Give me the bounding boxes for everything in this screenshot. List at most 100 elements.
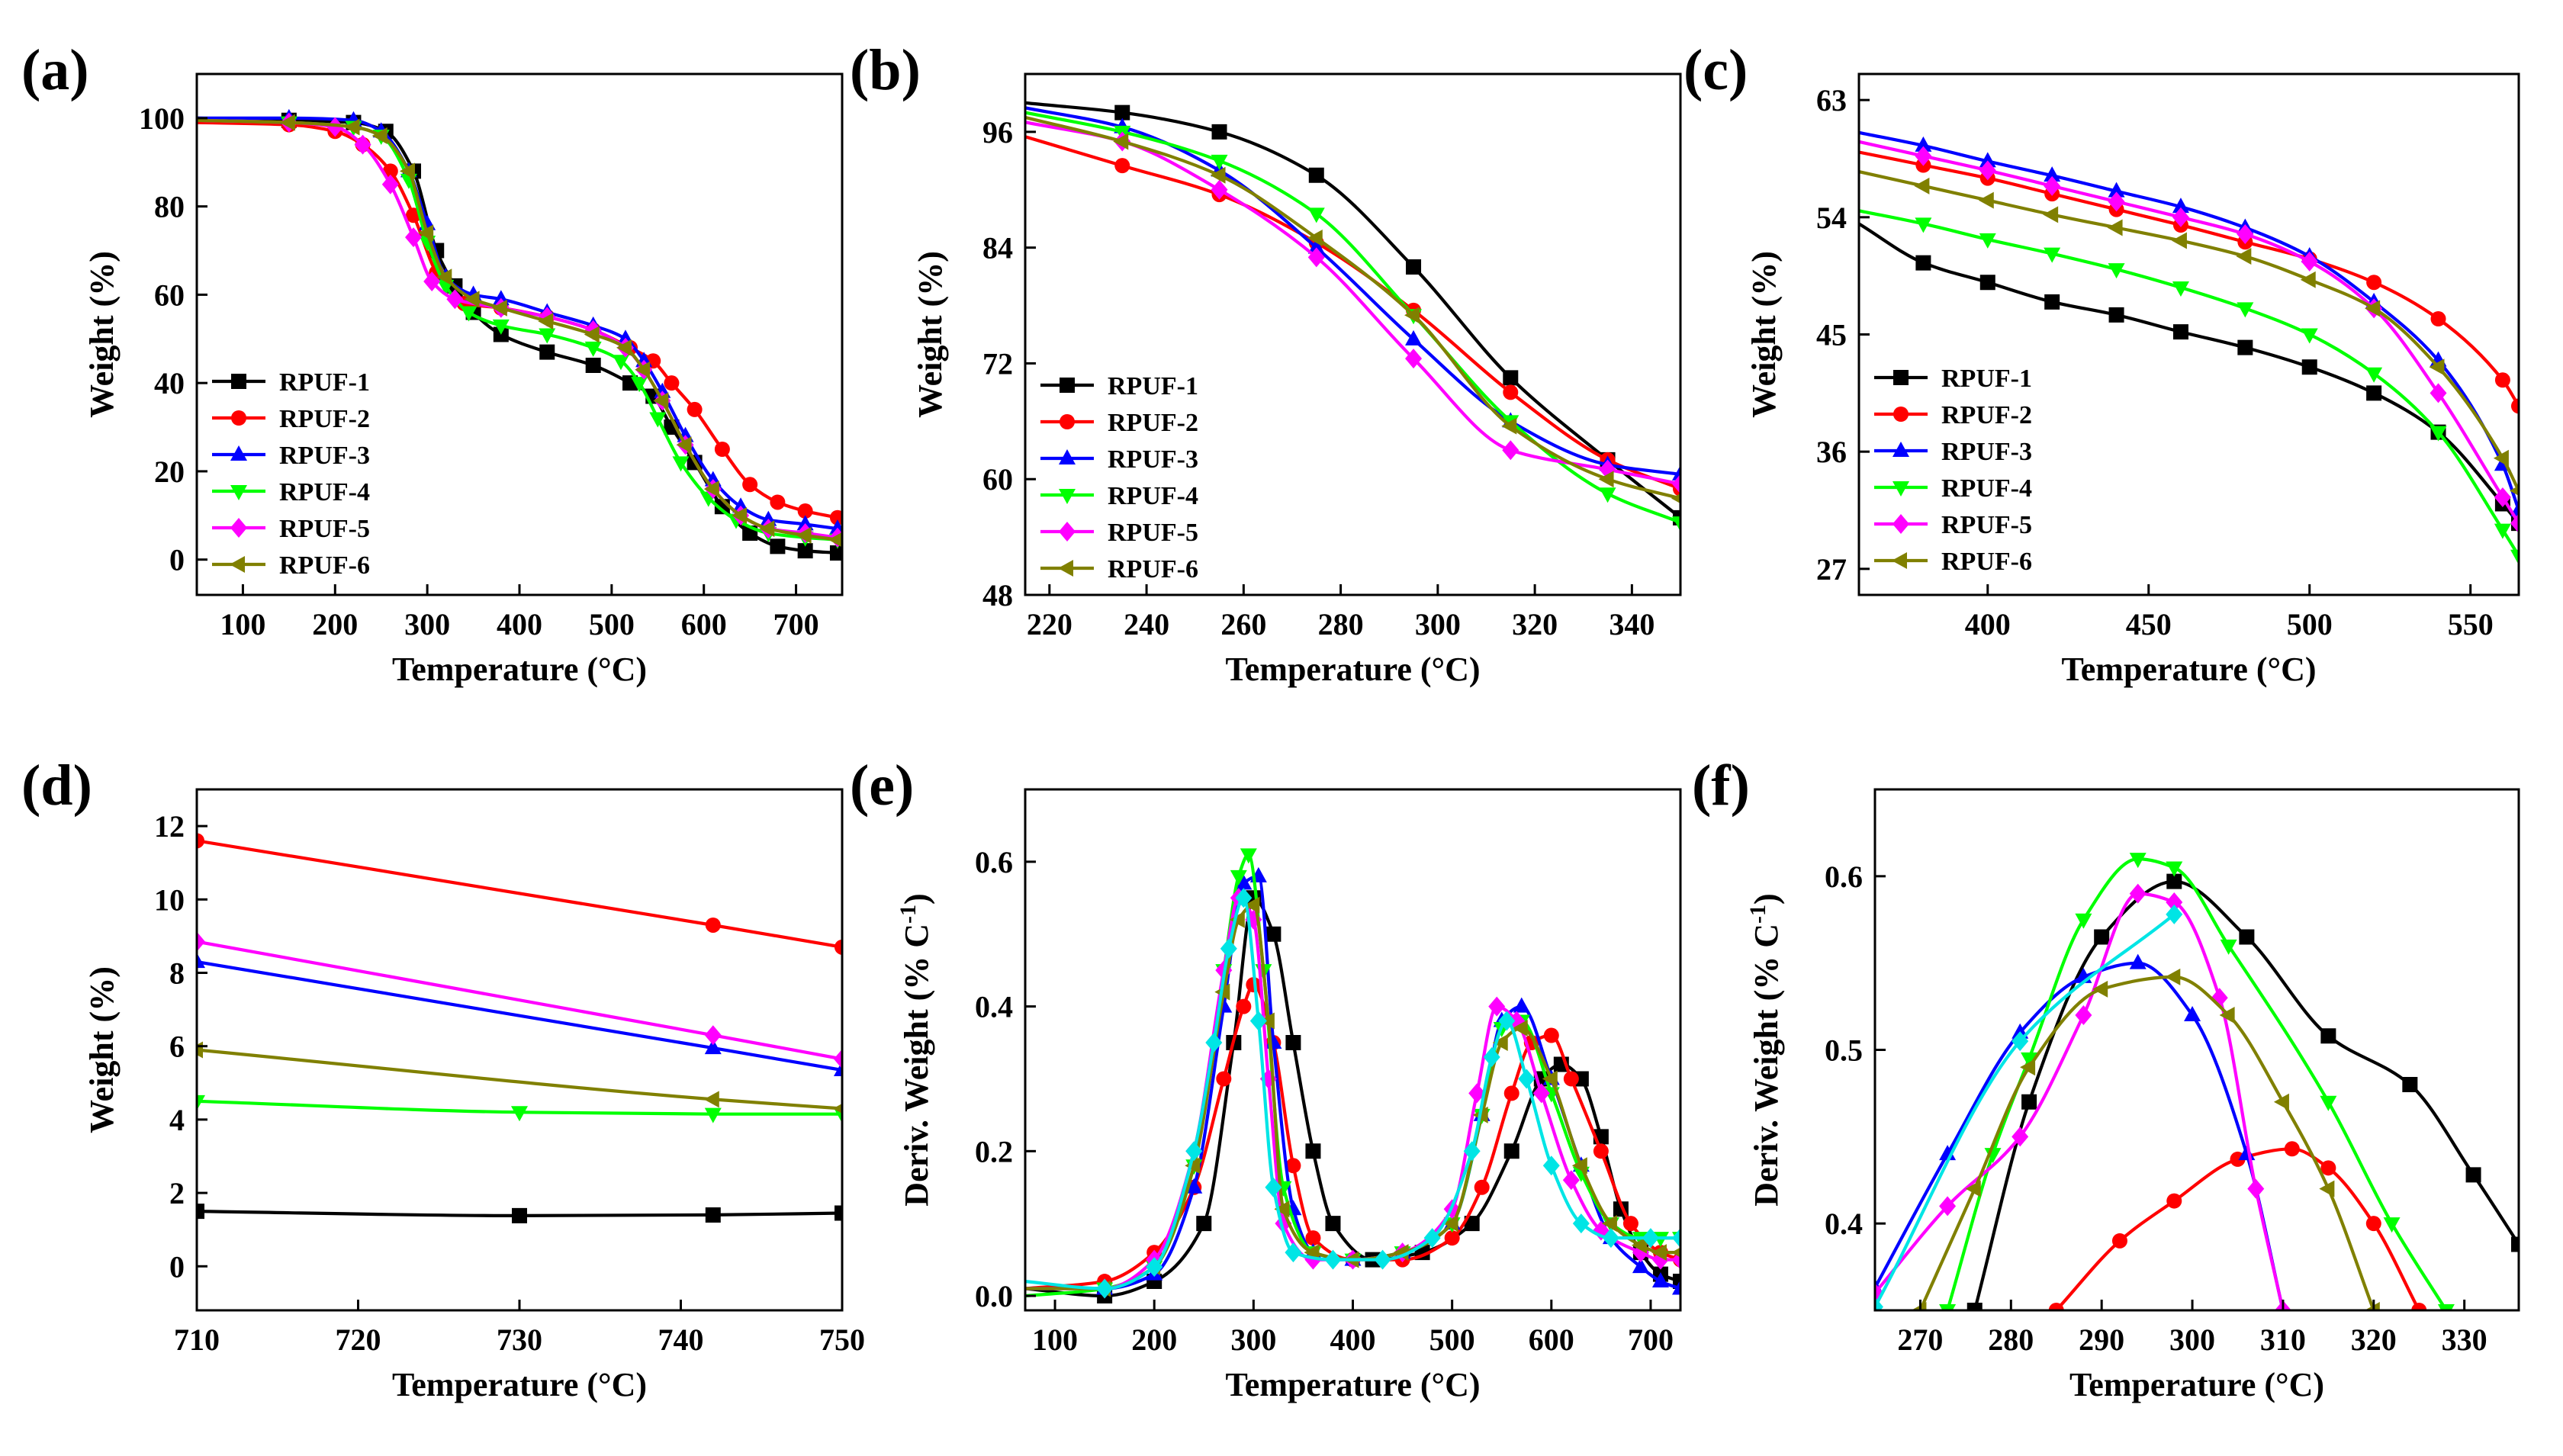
data-point-a-5-9 [538,313,554,330]
data-point-a-5-18 [796,526,812,544]
data-point-b-1-1 [1114,158,1130,174]
y-tick-label-c: 27 [1816,552,1847,587]
x-axis-title-d: Temperature (°C) [392,1366,647,1403]
data-point-e-5-16 [1542,1070,1558,1088]
data-point-d-0-2 [705,1207,721,1223]
y-tick-label-d: 10 [154,882,185,917]
data-point-f-4-0 [1875,1283,1883,1303]
data-point-c-4-6 [2237,224,2254,245]
data-point-e-5-12 [1442,1215,1458,1233]
data-point-b-4-7 [1672,474,1680,494]
data-point-e-4-13 [1468,1083,1486,1104]
data-point-f-2-5 [2184,1005,2201,1021]
panel-d-plot-area [197,833,842,1223]
series-f-rpuf-5-line [1875,892,2285,1310]
y-tick-label-c: 63 [1816,83,1847,117]
data-point-c-2-3 [2044,166,2061,182]
data-point-a-0-9 [539,344,555,360]
data-point-e-2-3 [1185,1178,1203,1194]
data-point-b-4-3 [1307,247,1325,268]
data-point-c-2-5 [2172,198,2189,214]
legend-marker-a [230,518,247,538]
y-axis-title-end-f: ) [1748,893,1785,905]
data-point-e-5-21 [1671,1247,1680,1258]
panel-label-f: (f) [1692,754,1750,818]
data-point-e-2-15 [1513,997,1530,1013]
data-point-a-1-19 [829,509,842,526]
data-point-c-3-10 [2494,523,2511,539]
legend-label-b: RPUF-1 [1108,372,1198,400]
y-tick-label-b: 84 [982,231,1013,265]
panel-f: 270 280 290 300 310 320 330 0.4 0.5 0.6 Temperatur… [1692,754,2520,1403]
y-tick-label-a: 100 [139,101,185,136]
data-point-b-0-4 [1406,259,1422,275]
data-point-e-1-14 [1503,1085,1519,1101]
x-tick-label-e: 500 [1429,1323,1475,1357]
data-point-e-6-5 [1220,938,1237,959]
y-tick-label-a: 20 [154,455,185,489]
data-point-a-1-13 [664,375,680,391]
data-point-b-5-5 [1501,417,1517,435]
panel-f-frame [1873,788,2520,1312]
data-point-a-3-10 [584,341,602,357]
data-point-c-2-2 [1979,152,1996,168]
data-point-a-0-10 [585,358,601,374]
legend-b: RPUF-1 RPUF-2 RPUF-3 RPUF-4 RPUF-5 RPUF-6 [1040,372,1198,583]
series-e-rpuf-2-line [1025,982,1680,1290]
data-point-f-1-6 [2365,1216,2381,1232]
data-point-d-1-0 [197,833,204,849]
data-point-e-6-10 [1324,1249,1342,1270]
data-point-c-3-11 [2510,549,2519,565]
data-point-f-0-6 [2402,1077,2418,1093]
data-point-a-3-9 [539,328,556,344]
x-tick-label-d: 740 [658,1323,704,1357]
data-point-f-5-7 [2319,1180,2335,1197]
data-point-f-4-7 [2247,1178,2265,1199]
data-point-e-6-21 [1672,1228,1680,1249]
legend-a: RPUF-1 RPUF-2 RPUF-3 RPUF-4 RPUF-5 RPUF-6 [212,368,370,580]
x-tick-label-a: 600 [681,607,727,641]
data-point-c-1-10 [2494,372,2510,388]
data-point-b-5-2 [1210,166,1226,184]
data-point-f-5-2 [2020,1059,2036,1076]
data-point-c-1-11 [2511,398,2519,414]
data-point-c-0-3 [2044,294,2060,310]
data-point-e-2-5 [1235,874,1253,890]
data-point-a-0-17 [770,538,786,554]
x-tick-label-f: 330 [2442,1323,2487,1357]
data-point-b-4-4 [1405,349,1423,369]
data-point-f-4-1 [1939,1196,1957,1217]
data-point-d-2-1 [704,1039,722,1055]
data-point-e-6-18 [1572,1213,1590,1234]
legend-label-c: RPUF-1 [1941,365,2032,393]
data-point-c-0-2 [1979,275,1995,291]
data-point-e-4-17 [1562,1170,1580,1191]
legend-label-b: RPUF-5 [1108,519,1198,547]
legend-marker-a [231,374,246,389]
legend-label-c: RPUF-2 [1941,401,2032,429]
data-point-e-6-13 [1463,1141,1481,1162]
data-point-e-5-3 [1185,1157,1201,1175]
data-point-c-3-2 [1979,233,1996,249]
data-point-a-3-7 [460,306,478,322]
legend-marker-c [1892,552,1907,569]
data-point-e-6-7 [1249,1011,1267,1031]
data-point-f-5-1 [1965,1180,1981,1197]
data-point-e-5-17 [1571,1157,1587,1175]
y-axis-title-e: Deriv. Weight (% C-1) [896,893,936,1206]
x-tick-label-e: 700 [1628,1323,1674,1357]
data-point-f-1-7 [2411,1303,2427,1310]
legend-marker-b [1060,414,1075,429]
legend-marker-a [230,556,245,573]
x-tick-label-c: 450 [2126,607,2172,641]
data-point-a-4-3 [354,134,371,155]
data-point-a-5-14 [676,436,692,454]
data-point-c-2-4 [2108,182,2125,198]
legend-marker-c [1893,407,1909,422]
data-point-d-4-2 [834,1049,842,1069]
y-tick-label-f: 0.6 [1825,860,1863,894]
data-point-a-3-14 [672,456,690,472]
y-axis-title-sup-f: -1 [1745,905,1770,924]
data-point-a-5-15 [703,481,719,498]
